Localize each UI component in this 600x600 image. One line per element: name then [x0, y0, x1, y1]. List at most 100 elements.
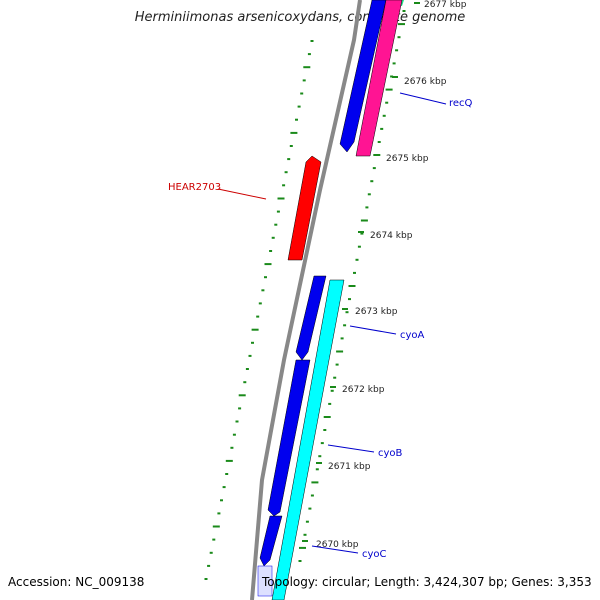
scale-tick-label: 2674 kbp — [370, 231, 413, 241]
gc-tick — [305, 520, 309, 523]
gc-tick — [230, 446, 234, 449]
gc-tick — [318, 455, 322, 458]
gc-tick — [360, 232, 364, 235]
gc-tick — [209, 551, 213, 554]
gc-tick — [333, 376, 337, 379]
gc-tick — [290, 131, 298, 134]
gc-tick — [238, 394, 246, 397]
scale-tick: 2676 kbp — [392, 76, 447, 87]
gc-tick — [287, 158, 291, 161]
gc-tick — [251, 328, 259, 331]
cds-hear2703 — [287, 155, 322, 261]
gene-label-hear2703[interactable]: HEAR2703 — [168, 182, 267, 200]
cds-small-forward — [257, 565, 273, 597]
gc-tick — [232, 433, 236, 436]
scale-tick: 2674 kbp — [358, 231, 413, 241]
gc-tick — [310, 494, 314, 497]
gc-tick — [343, 324, 347, 327]
gc-tick — [300, 92, 304, 95]
gc-tick — [220, 499, 223, 502]
cds-cyoa-forward — [295, 275, 327, 361]
scale-tick: 2672 kbp — [330, 385, 385, 395]
gc-tick — [284, 171, 288, 174]
scale-tick-label: 2672 kbp — [342, 385, 385, 395]
cds-cyob-forward — [267, 359, 311, 517]
gc-tick — [372, 167, 376, 170]
gc-tick — [277, 197, 285, 200]
gc-tick — [330, 389, 334, 392]
gc-tick — [323, 429, 327, 431]
scale-tick-label: 2677 kbp — [424, 0, 467, 10]
gc-tick — [204, 578, 208, 580]
gc-tick — [243, 381, 247, 384]
gene-label-text: cyoC — [362, 549, 387, 560]
gc-tick — [336, 350, 344, 353]
gc-tick — [398, 23, 405, 26]
gc-tick — [311, 481, 319, 484]
scale-tick: 2671 kbp — [316, 462, 371, 472]
gc-tick — [370, 180, 374, 183]
gc-tick — [320, 442, 324, 445]
gc-tick — [345, 311, 349, 314]
gc-tick — [269, 250, 273, 252]
gc-tick — [377, 141, 381, 143]
gc-tick — [323, 416, 331, 418]
gc-tick — [402, 10, 406, 12]
gene-label-cyoc[interactable]: cyoC — [311, 545, 387, 560]
gc-tick — [303, 66, 311, 69]
gc-tick — [264, 276, 267, 279]
cds-reverse-recq — [355, 0, 403, 157]
gene-label-recq[interactable]: recQ — [399, 92, 473, 109]
gc-tick — [365, 206, 369, 209]
gc-tick — [217, 512, 221, 515]
genome-backbone — [250, 0, 362, 600]
gc-tick — [355, 258, 359, 261]
gc-tick — [385, 88, 393, 91]
scale-tick: 2675 kbp — [374, 154, 429, 164]
scale-tick-label: 2671 kbp — [328, 462, 371, 472]
gc-tick — [348, 298, 351, 301]
gc-tick — [212, 538, 216, 541]
gc-tick — [385, 101, 389, 104]
gc-tick — [245, 368, 249, 370]
gc-tick — [395, 49, 399, 52]
gc-tick — [367, 193, 371, 196]
gc-tick — [207, 564, 211, 567]
scale-tick-label: 2676 kbp — [404, 77, 447, 87]
gene-label-cyoa[interactable]: cyoA — [349, 325, 425, 341]
scale-tick: 2670 kbp — [302, 540, 359, 550]
gc-tick — [348, 285, 356, 287]
gc-tick — [225, 473, 229, 475]
gc-tick — [298, 560, 302, 562]
gc-tick — [261, 289, 265, 292]
gene-label-text: cyoB — [378, 448, 403, 459]
topology-text: Topology: circular; Length: 3,424,307 bp… — [262, 575, 592, 589]
accession-text: Accession: NC_009138 — [8, 575, 145, 589]
gc-tick — [274, 223, 278, 226]
gc-tick — [295, 118, 298, 121]
gene-label-text: HEAR2703 — [168, 182, 221, 193]
gc-tick — [251, 341, 254, 344]
gc-tick — [310, 40, 314, 42]
gc-skew-track — [204, 10, 406, 580]
gene-label-cyob[interactable]: cyoB — [327, 444, 403, 459]
cds-forward-recq-upstream — [339, 0, 387, 153]
gc-tick — [264, 263, 272, 266]
gc-tick — [235, 420, 239, 423]
scale-tick: 2677 kbp — [414, 0, 467, 10]
gc-tick — [315, 468, 319, 471]
gc-tick — [357, 245, 361, 248]
gc-tick — [308, 507, 312, 510]
gc-tick — [276, 210, 280, 213]
cds-cyoc-forward — [259, 515, 283, 567]
gc-tick — [256, 315, 260, 318]
gene-label-text: cyoA — [400, 330, 425, 341]
gc-tick — [271, 236, 275, 239]
gene-label-text: recQ — [449, 98, 473, 109]
feature-track — [257, 0, 404, 600]
gc-tick — [397, 36, 401, 39]
scale-tick-label: 2670 kbp — [316, 540, 359, 550]
gc-tick — [212, 525, 220, 528]
gc-tick — [238, 407, 242, 410]
